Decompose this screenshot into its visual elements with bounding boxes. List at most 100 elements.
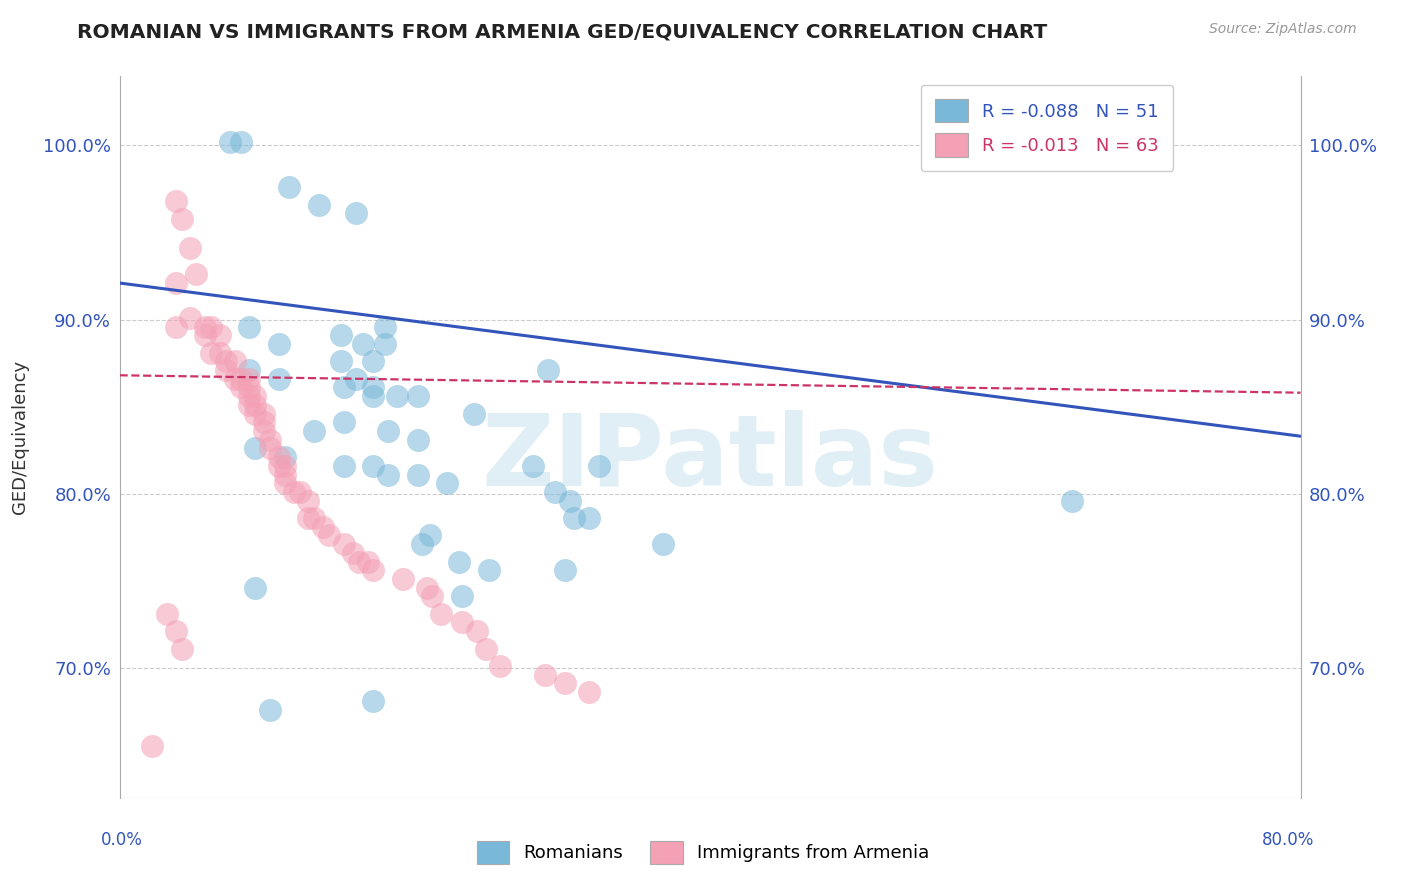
Point — [352, 337, 374, 351]
Point — [156, 607, 179, 621]
Point — [374, 337, 396, 351]
Point — [344, 206, 367, 220]
Point — [363, 694, 385, 708]
Point — [406, 433, 429, 447]
Point — [554, 676, 576, 690]
Point — [238, 372, 260, 386]
Text: Source: ZipAtlas.com: Source: ZipAtlas.com — [1209, 22, 1357, 37]
Point — [245, 581, 267, 595]
Point — [406, 467, 429, 482]
Point — [267, 337, 290, 351]
Point — [329, 354, 352, 368]
Point — [165, 194, 187, 209]
Point — [1060, 493, 1083, 508]
Point — [356, 555, 378, 569]
Point — [430, 607, 453, 621]
Point — [588, 458, 610, 473]
Text: ZIPatlas: ZIPatlas — [482, 410, 938, 508]
Point — [558, 493, 581, 508]
Text: 0.0%: 0.0% — [101, 831, 143, 849]
Point — [333, 415, 356, 429]
Point — [219, 135, 242, 149]
Point — [165, 276, 187, 290]
Point — [308, 197, 330, 211]
Point — [179, 310, 201, 325]
Point — [363, 389, 385, 403]
Point — [522, 458, 544, 473]
Point — [274, 458, 297, 473]
Point — [333, 380, 356, 394]
Point — [165, 624, 187, 639]
Point — [200, 319, 222, 334]
Point — [392, 572, 415, 586]
Point — [304, 424, 326, 438]
Point — [267, 458, 290, 473]
Point — [651, 537, 673, 551]
Point — [477, 563, 501, 577]
Point — [245, 398, 267, 412]
Point — [578, 685, 600, 699]
Point — [141, 739, 163, 753]
Point — [215, 354, 238, 368]
Point — [253, 407, 276, 421]
Point — [215, 363, 238, 377]
Point — [245, 389, 267, 403]
Point — [533, 667, 555, 681]
Point — [489, 659, 512, 673]
Point — [363, 458, 385, 473]
Point — [554, 563, 576, 577]
Point — [200, 345, 222, 359]
Point — [278, 180, 301, 194]
Point — [229, 380, 252, 394]
Point — [259, 702, 281, 716]
Point — [304, 511, 326, 525]
Legend: R = -0.088   N = 51, R = -0.013   N = 63: R = -0.088 N = 51, R = -0.013 N = 63 — [921, 85, 1174, 171]
Point — [333, 458, 356, 473]
Point — [274, 450, 297, 464]
Point — [259, 442, 281, 456]
Text: 80.0%: 80.0% — [1263, 831, 1315, 849]
Point — [208, 328, 231, 343]
Point — [283, 484, 305, 499]
Point — [363, 354, 385, 368]
Point — [165, 319, 187, 334]
Point — [238, 363, 260, 377]
Point — [259, 433, 281, 447]
Text: ROMANIAN VS IMMIGRANTS FROM ARMENIA GED/EQUIVALENCY CORRELATION CHART: ROMANIAN VS IMMIGRANTS FROM ARMENIA GED/… — [77, 22, 1047, 41]
Point — [318, 528, 340, 542]
Point — [170, 211, 193, 226]
Point — [245, 407, 267, 421]
Point — [238, 389, 260, 403]
Point — [274, 467, 297, 482]
Point — [377, 424, 399, 438]
Point — [342, 546, 364, 560]
Point — [238, 319, 260, 334]
Point — [194, 328, 217, 343]
Point — [186, 268, 208, 282]
Point — [406, 389, 429, 403]
Point — [363, 380, 385, 394]
Point — [465, 624, 488, 639]
Point — [422, 590, 444, 604]
Point — [208, 345, 231, 359]
Point — [274, 476, 297, 491]
Point — [411, 537, 433, 551]
Point — [436, 476, 458, 491]
Point — [224, 354, 246, 368]
Point — [297, 511, 319, 525]
Point — [451, 590, 474, 604]
Point — [329, 328, 352, 343]
Point — [474, 641, 496, 656]
Point — [267, 372, 290, 386]
Point — [415, 581, 437, 595]
Point — [333, 537, 356, 551]
Point — [536, 363, 558, 377]
Point — [170, 641, 193, 656]
Point — [267, 450, 290, 464]
Point — [238, 398, 260, 412]
Point — [344, 372, 367, 386]
Point — [245, 442, 267, 456]
Point — [419, 528, 441, 542]
Point — [253, 424, 276, 438]
Point — [229, 135, 252, 149]
